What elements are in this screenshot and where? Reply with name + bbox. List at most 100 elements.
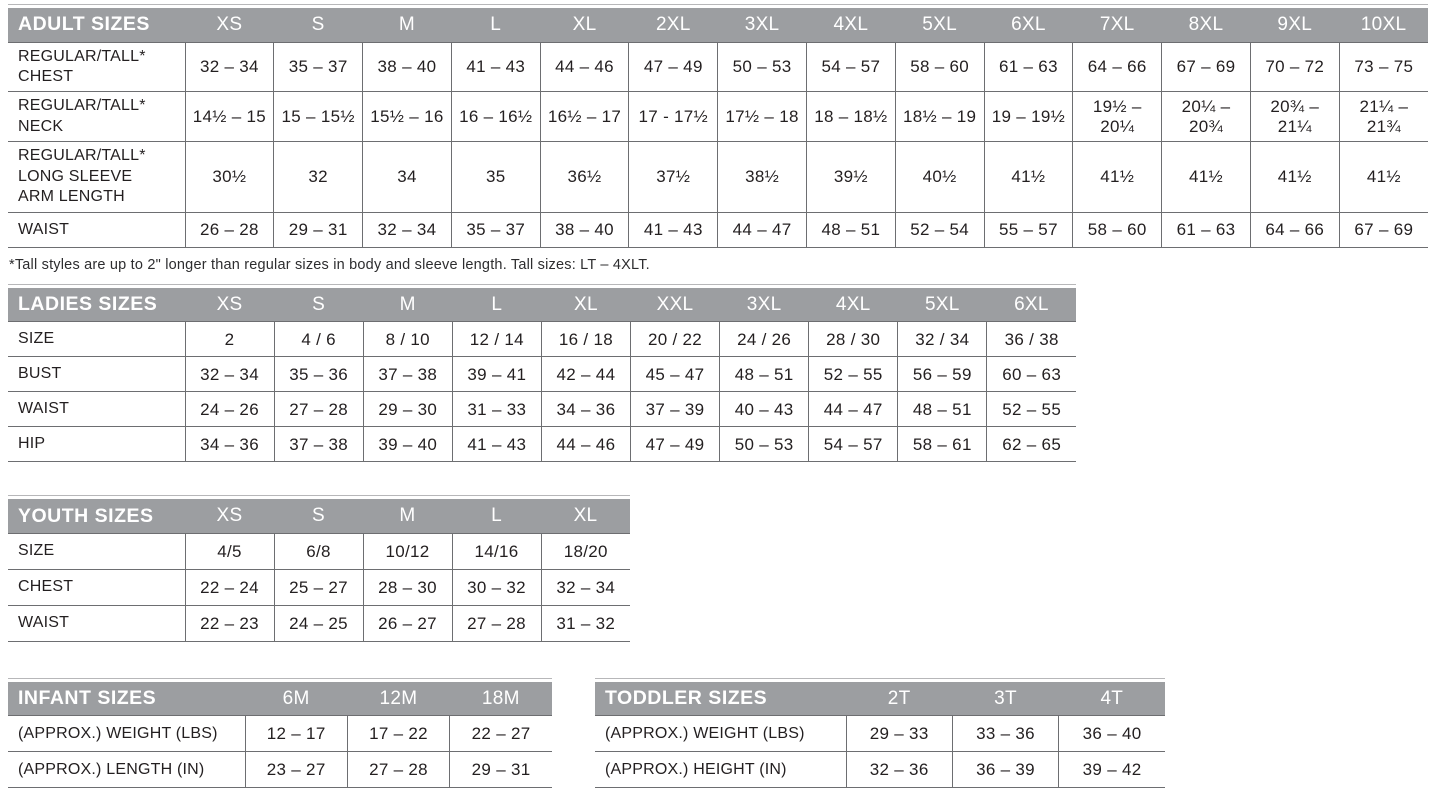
table-cell: 25 – 27 bbox=[273, 569, 363, 606]
table-cell: 70 – 72 bbox=[1249, 42, 1340, 92]
column-header: 9XL bbox=[1250, 8, 1340, 42]
table-cell: 36 – 39 bbox=[951, 751, 1059, 788]
table-cell: 52 – 55 bbox=[808, 356, 898, 392]
table-cell: 22 – 24 bbox=[184, 569, 274, 606]
table-row: WAIST 22 – 23 24 – 25 26 – 27 27 – 28 31 – 32 bbox=[8, 605, 630, 642]
column-header: XXL bbox=[630, 287, 720, 322]
table-cell: 22 – 23 bbox=[184, 605, 274, 642]
table-cell: 41 – 43 bbox=[450, 42, 541, 92]
table-cell: 64 – 66 bbox=[1072, 42, 1162, 92]
row-label: REGULAR/TALL* CHEST bbox=[18, 47, 146, 85]
table-cell: 36 / 38 bbox=[986, 321, 1076, 357]
table-cell: 38 – 40 bbox=[539, 212, 629, 248]
table-cell: 44 – 47 bbox=[808, 391, 898, 427]
table-cell: 38½ bbox=[717, 141, 807, 213]
table-row: WAIST 26 – 28 29 – 31 32 – 34 35 – 37 38 – 40… bbox=[8, 212, 1428, 248]
table-cell: 10/12 bbox=[362, 533, 452, 570]
row-label: CHEST bbox=[18, 578, 74, 596]
column-header: S bbox=[274, 499, 363, 534]
table-cell: 35 – 37 bbox=[450, 212, 541, 248]
column-header: 3T bbox=[952, 681, 1059, 716]
column-header: M bbox=[363, 499, 452, 534]
table-cell: 8 / 10 bbox=[362, 321, 453, 357]
infant-sizes-table: INFANT SIZES 6M 12M 18M (APPROX.) WEIGHT (LB… bbox=[8, 681, 552, 789]
table-cell: 44 – 46 bbox=[539, 42, 629, 92]
table-cell: 16½ – 17 bbox=[539, 91, 629, 142]
table-cell: 30½ bbox=[184, 141, 274, 213]
table-cell: 18½ – 19 bbox=[894, 91, 985, 142]
table-cell: 15 – 15½ bbox=[273, 91, 363, 142]
table-cell: 6/8 bbox=[273, 533, 363, 570]
column-header: XS bbox=[185, 8, 274, 42]
table-cell: 47 – 49 bbox=[629, 426, 720, 462]
toddler-table-title: TODDLER SIZES bbox=[595, 681, 846, 716]
table-cell: 33 – 36 bbox=[951, 715, 1059, 752]
table-row: CHEST 22 – 24 25 – 27 28 – 30 30 – 32 32 – 34 bbox=[8, 569, 630, 606]
youth-sizes-table: YOUTH SIZES XS S M L XL SIZE 4/5 6/8 10/12 14/16 18… bbox=[8, 499, 630, 642]
column-header: 5XL bbox=[895, 8, 985, 42]
table-cell: 48 – 51 bbox=[897, 391, 987, 427]
table-cell: 67 – 69 bbox=[1161, 42, 1251, 92]
table-cell: 36 – 40 bbox=[1058, 715, 1165, 752]
table-row: BUST 32 – 34 35 – 36 37 – 38 39 – 41 42 – 44 4… bbox=[8, 356, 1076, 392]
column-header: XL bbox=[540, 8, 629, 42]
table-cell: 44 – 47 bbox=[717, 212, 807, 248]
table-cell: 20¾ – 21¼ bbox=[1249, 91, 1340, 142]
table-cell: 12 / 14 bbox=[451, 321, 542, 357]
column-header: 7XL bbox=[1072, 8, 1162, 42]
table-row: (APPROX.) LENGTH (IN) 23 – 27 27 – 28 29 – … bbox=[8, 751, 552, 788]
table-cell: 62 – 65 bbox=[986, 426, 1076, 462]
table-cell: 39½ bbox=[805, 141, 896, 213]
table-cell: 29 – 33 bbox=[845, 715, 953, 752]
table-cell: 17½ – 18 bbox=[717, 91, 807, 142]
column-header: 18M bbox=[449, 681, 552, 716]
row-label: HIP bbox=[18, 435, 46, 453]
table-cell: 41½ bbox=[983, 141, 1073, 213]
table-cell: 24 – 25 bbox=[273, 605, 363, 642]
table-row: HIP 34 – 36 37 – 38 39 – 40 41 – 43 44 – 46 47… bbox=[8, 426, 1076, 462]
table-cell: 41½ bbox=[1249, 141, 1340, 213]
tall-sizes-footnote: *Tall styles are up to 2" longer than re… bbox=[9, 256, 650, 273]
table-cell: 28 / 30 bbox=[808, 321, 898, 357]
row-label: BUST bbox=[18, 365, 62, 383]
table-cell: 34 – 36 bbox=[184, 426, 275, 462]
table-cell: 37 – 38 bbox=[362, 356, 453, 392]
column-header: 6M bbox=[245, 681, 348, 716]
row-label: WAIST bbox=[18, 220, 70, 238]
table-cell: 35 bbox=[450, 141, 541, 213]
table-cell: 55 – 57 bbox=[983, 212, 1073, 248]
table-cell: 4 / 6 bbox=[273, 321, 364, 357]
table-cell: 32 bbox=[273, 141, 363, 213]
size-chart-page: ADULT SIZES XS S M L XL 2XL 3XL 4XL 5XL 6XL 7XL 8XL 9… bbox=[8, 4, 1437, 788]
table-cell: 47 – 49 bbox=[628, 42, 718, 92]
column-header: M bbox=[363, 287, 453, 322]
column-header: XS bbox=[185, 287, 275, 322]
table-cell: 52 – 54 bbox=[894, 212, 985, 248]
column-header: M bbox=[362, 8, 452, 42]
table-cell: 32 – 34 bbox=[362, 212, 452, 248]
row-label: (APPROX.) WEIGHT (LBS) bbox=[18, 724, 218, 742]
table-row: (APPROX.) HEIGHT (IN) 32 – 36 36 – 39 39 – … bbox=[595, 751, 1165, 788]
table-cell: 29 – 31 bbox=[273, 212, 363, 248]
table-cell: 32 / 34 bbox=[897, 321, 987, 357]
table-cell: 32 – 36 bbox=[845, 751, 953, 788]
table-cell: 26 – 28 bbox=[184, 212, 274, 248]
table-cell: 18 – 18½ bbox=[805, 91, 896, 142]
table-cell: 38 – 40 bbox=[362, 42, 452, 92]
table-cell: 39 – 42 bbox=[1058, 751, 1165, 788]
table-cell: 12 – 17 bbox=[244, 715, 348, 752]
table-cell: 56 – 59 bbox=[897, 356, 987, 392]
row-label: SIZE bbox=[18, 542, 55, 560]
table-cell: 27 – 28 bbox=[273, 391, 364, 427]
column-header: 6XL bbox=[984, 8, 1073, 42]
table-row: (APPROX.) WEIGHT (LBS) 29 – 33 33 – 36 36 –… bbox=[595, 715, 1165, 752]
table-cell: 40½ bbox=[894, 141, 985, 213]
table-cell: 61 – 63 bbox=[1161, 212, 1251, 248]
table-cell: 60 – 63 bbox=[986, 356, 1076, 392]
toddler-sizes-section: TODDLER SIZES 2T 3T 4T (APPROX.) WEIGHT (LBS… bbox=[595, 677, 1165, 789]
column-header: 3XL bbox=[719, 287, 809, 322]
column-header: 4T bbox=[1058, 681, 1165, 716]
row-label: (APPROX.) LENGTH (IN) bbox=[18, 760, 205, 778]
table-cell: 19 – 19½ bbox=[983, 91, 1073, 142]
